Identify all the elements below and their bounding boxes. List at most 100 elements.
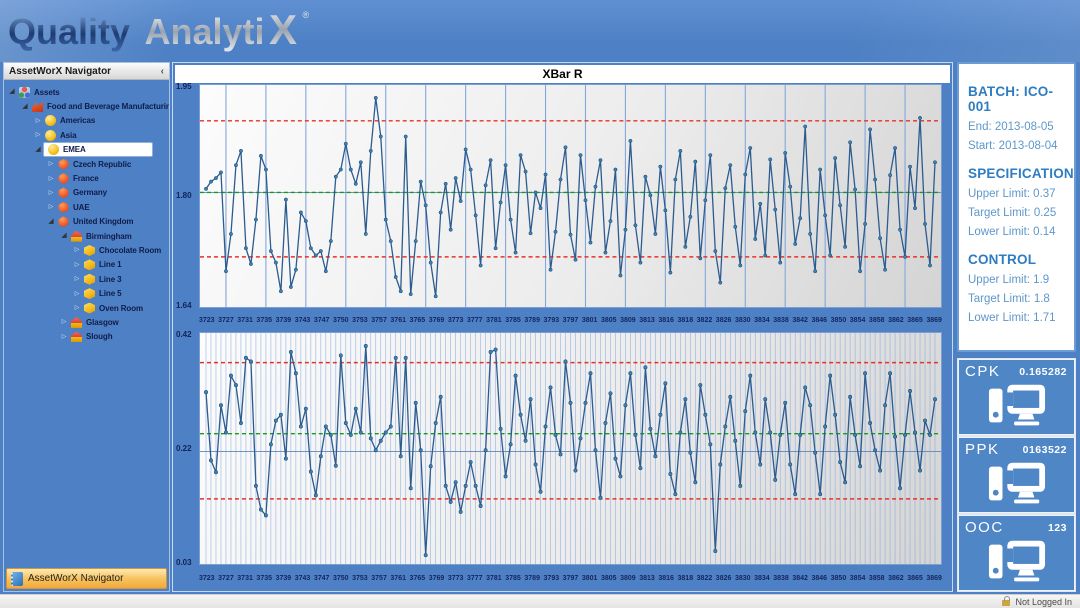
tree-item-content: Slough: [69, 331, 113, 343]
tree-item-line-1[interactable]: ▷ Line 1: [4, 258, 169, 272]
tree-item-label: UAE: [73, 202, 90, 212]
tree-item-label: Line 5: [99, 289, 122, 299]
tree-item-france[interactable]: ▷ France: [4, 171, 169, 185]
tree-item-content: Americas: [43, 115, 96, 127]
x-tick-label: 3761: [390, 574, 406, 582]
expand-node-icon[interactable]: ▷: [74, 290, 80, 297]
x-tick-label: 3785: [505, 574, 521, 582]
kpi-value: 123: [1047, 522, 1067, 534]
tree-item-uae[interactable]: ▷ UAE: [4, 200, 169, 214]
kpi-tile-ppk[interactable]: PPK 0163522: [958, 437, 1075, 513]
site-icon: [71, 230, 82, 242]
x-tick-label: 3805: [600, 316, 617, 324]
tree-item-line-3[interactable]: ▷ Line 3: [4, 272, 169, 286]
x-tick-label: 3793: [543, 316, 560, 324]
tree-item-label: Slough: [86, 332, 113, 342]
limit-line: Target Limit: 0.25: [968, 207, 1057, 219]
tree-item-glasgow[interactable]: ▷ Glasgow: [4, 315, 169, 329]
tree-item-content: Oven Room: [82, 302, 143, 314]
x-tick-label: 3862: [888, 316, 904, 324]
gem-icon: [58, 187, 69, 199]
kpi-tiles: CPK 0.165282 PPK 0163522 OOC 123: [957, 358, 1076, 592]
x-tick-label: 3747: [313, 316, 330, 324]
collapse-node-icon[interactable]: ◢: [35, 145, 41, 153]
x-tick-label: 3834: [754, 574, 770, 582]
tree-item-emea[interactable]: ◢ EMEA: [4, 142, 169, 158]
x-tick-label: 3785: [505, 316, 521, 324]
gem-icon: [58, 216, 69, 228]
kpi-label: OOC: [965, 519, 1004, 536]
tree-item-germany[interactable]: ▷ Germany: [4, 186, 169, 200]
kpi-tile-cpk[interactable]: CPK 0.165282: [958, 359, 1075, 435]
expand-node-icon[interactable]: ▷: [48, 204, 54, 211]
x-tick-label: 3793: [543, 574, 560, 582]
tree-item-label: Line 1: [99, 260, 122, 270]
x-tick-label: 3773: [447, 574, 464, 582]
tree-item-label: Birmingham: [86, 231, 132, 241]
expand-node-icon[interactable]: ▷: [48, 189, 54, 196]
tree-item-oven-room[interactable]: ▷ Oven Room: [4, 301, 169, 315]
x-tick-label: 3816: [658, 316, 674, 324]
x-tick-label: 3789: [524, 316, 540, 324]
x-tick-label: 3747: [313, 574, 330, 582]
tree-item-slough[interactable]: ▷ Slough: [4, 330, 169, 344]
expand-node-icon[interactable]: ▷: [61, 319, 67, 326]
tree-item-food-and-beverage-manufacturing[interactable]: ◢ Food and Beverage Manufacturing: [4, 99, 169, 113]
expand-node-icon[interactable]: ▷: [61, 333, 67, 340]
expand-node-icon[interactable]: ▷: [74, 247, 80, 254]
expand-node-icon[interactable]: ▷: [35, 132, 41, 139]
x-tick-label: 3769: [428, 316, 445, 324]
collapse-chevron-icon[interactable]: ‹: [160, 65, 164, 77]
tree-item-chocolate-room[interactable]: ▷ Chocolate Room: [4, 243, 169, 257]
tree-item-asia[interactable]: ▷ Asia: [4, 128, 169, 142]
kpi-tile-ooc[interactable]: OOC 123: [958, 515, 1075, 591]
tree-item-content: Line 1: [82, 259, 122, 271]
x-tick-label: 3822: [696, 316, 713, 324]
expand-node-icon[interactable]: ▷: [48, 175, 54, 182]
tree-item-line-5[interactable]: ▷ Line 5: [4, 286, 169, 300]
tree-item-label: France: [73, 174, 99, 184]
tree-item-birmingham[interactable]: ◢ Birmingham: [4, 229, 169, 243]
collapse-node-icon[interactable]: ◢: [48, 217, 54, 225]
x-tick-label: 3750: [332, 574, 349, 582]
limit-section-specification: SPECIFICATION Upper Limit: 0.37 Target Lim…: [968, 166, 1074, 242]
x-tick-label: 3842: [792, 316, 808, 324]
tree-item-americas[interactable]: ▷ Americas: [4, 114, 169, 128]
tree-item-content: Assets: [17, 86, 60, 98]
chart-svg: [200, 85, 941, 307]
x-tick-label: 3858: [868, 316, 885, 324]
expand-node-icon[interactable]: ▷: [48, 161, 54, 168]
expand-node-icon[interactable]: ▷: [35, 117, 41, 124]
xbar-plot-area: [199, 84, 942, 308]
limit-section-control: CONTROL Upper Limit: 1.9 Target Limit: 1.8…: [968, 252, 1070, 328]
expand-node-icon[interactable]: ▷: [74, 305, 80, 312]
collapse-node-icon[interactable]: ◢: [9, 88, 15, 96]
tree-item-assets[interactable]: ◢ Assets: [4, 85, 169, 99]
tree-item-content: Asia: [43, 129, 77, 141]
tree-item-czech-republic[interactable]: ▷ Czech Republic: [4, 157, 169, 171]
x-tick-label: 3818: [677, 574, 694, 582]
collapse-node-icon[interactable]: ◢: [61, 232, 67, 240]
range-y-axis: 0.42 0.22 0.03: [173, 330, 199, 567]
x-tick-label: 3735: [256, 574, 272, 582]
expand-node-icon[interactable]: ▷: [74, 276, 80, 283]
registered-mark: ®: [302, 10, 310, 20]
kpi-value: 0163522: [1022, 444, 1067, 456]
navigator-footer-button[interactable]: AssetWorX Navigator: [6, 568, 167, 589]
x-tick-label: 3816: [658, 574, 674, 582]
xbar-x-axis: 3723 3727 3731 3735 3739 3743 3747 3750 3753 3757…: [173, 308, 952, 332]
tree-item-united-kingdom[interactable]: ◢ United Kingdom: [4, 215, 169, 229]
batch-start-date: Start: 2013-08-04: [968, 140, 1058, 152]
tree-item-label: Americas: [60, 116, 96, 126]
x-tick-label: 3801: [581, 574, 598, 582]
range-chart-row: 0.42 0.22 0.03: [173, 330, 952, 567]
globe-icon: [45, 115, 56, 127]
collapse-node-icon[interactable]: ◢: [22, 102, 28, 110]
x-tick-label: 3838: [773, 316, 789, 324]
limit-line: Lower Limit: 1.71: [968, 312, 1056, 324]
tree-item-content: Line 5: [82, 288, 122, 300]
x-tick-label: 3862: [888, 574, 904, 582]
kpi-label: PPK: [965, 441, 1000, 458]
tree-item-content: France: [56, 173, 99, 185]
expand-node-icon[interactable]: ▷: [74, 261, 80, 268]
